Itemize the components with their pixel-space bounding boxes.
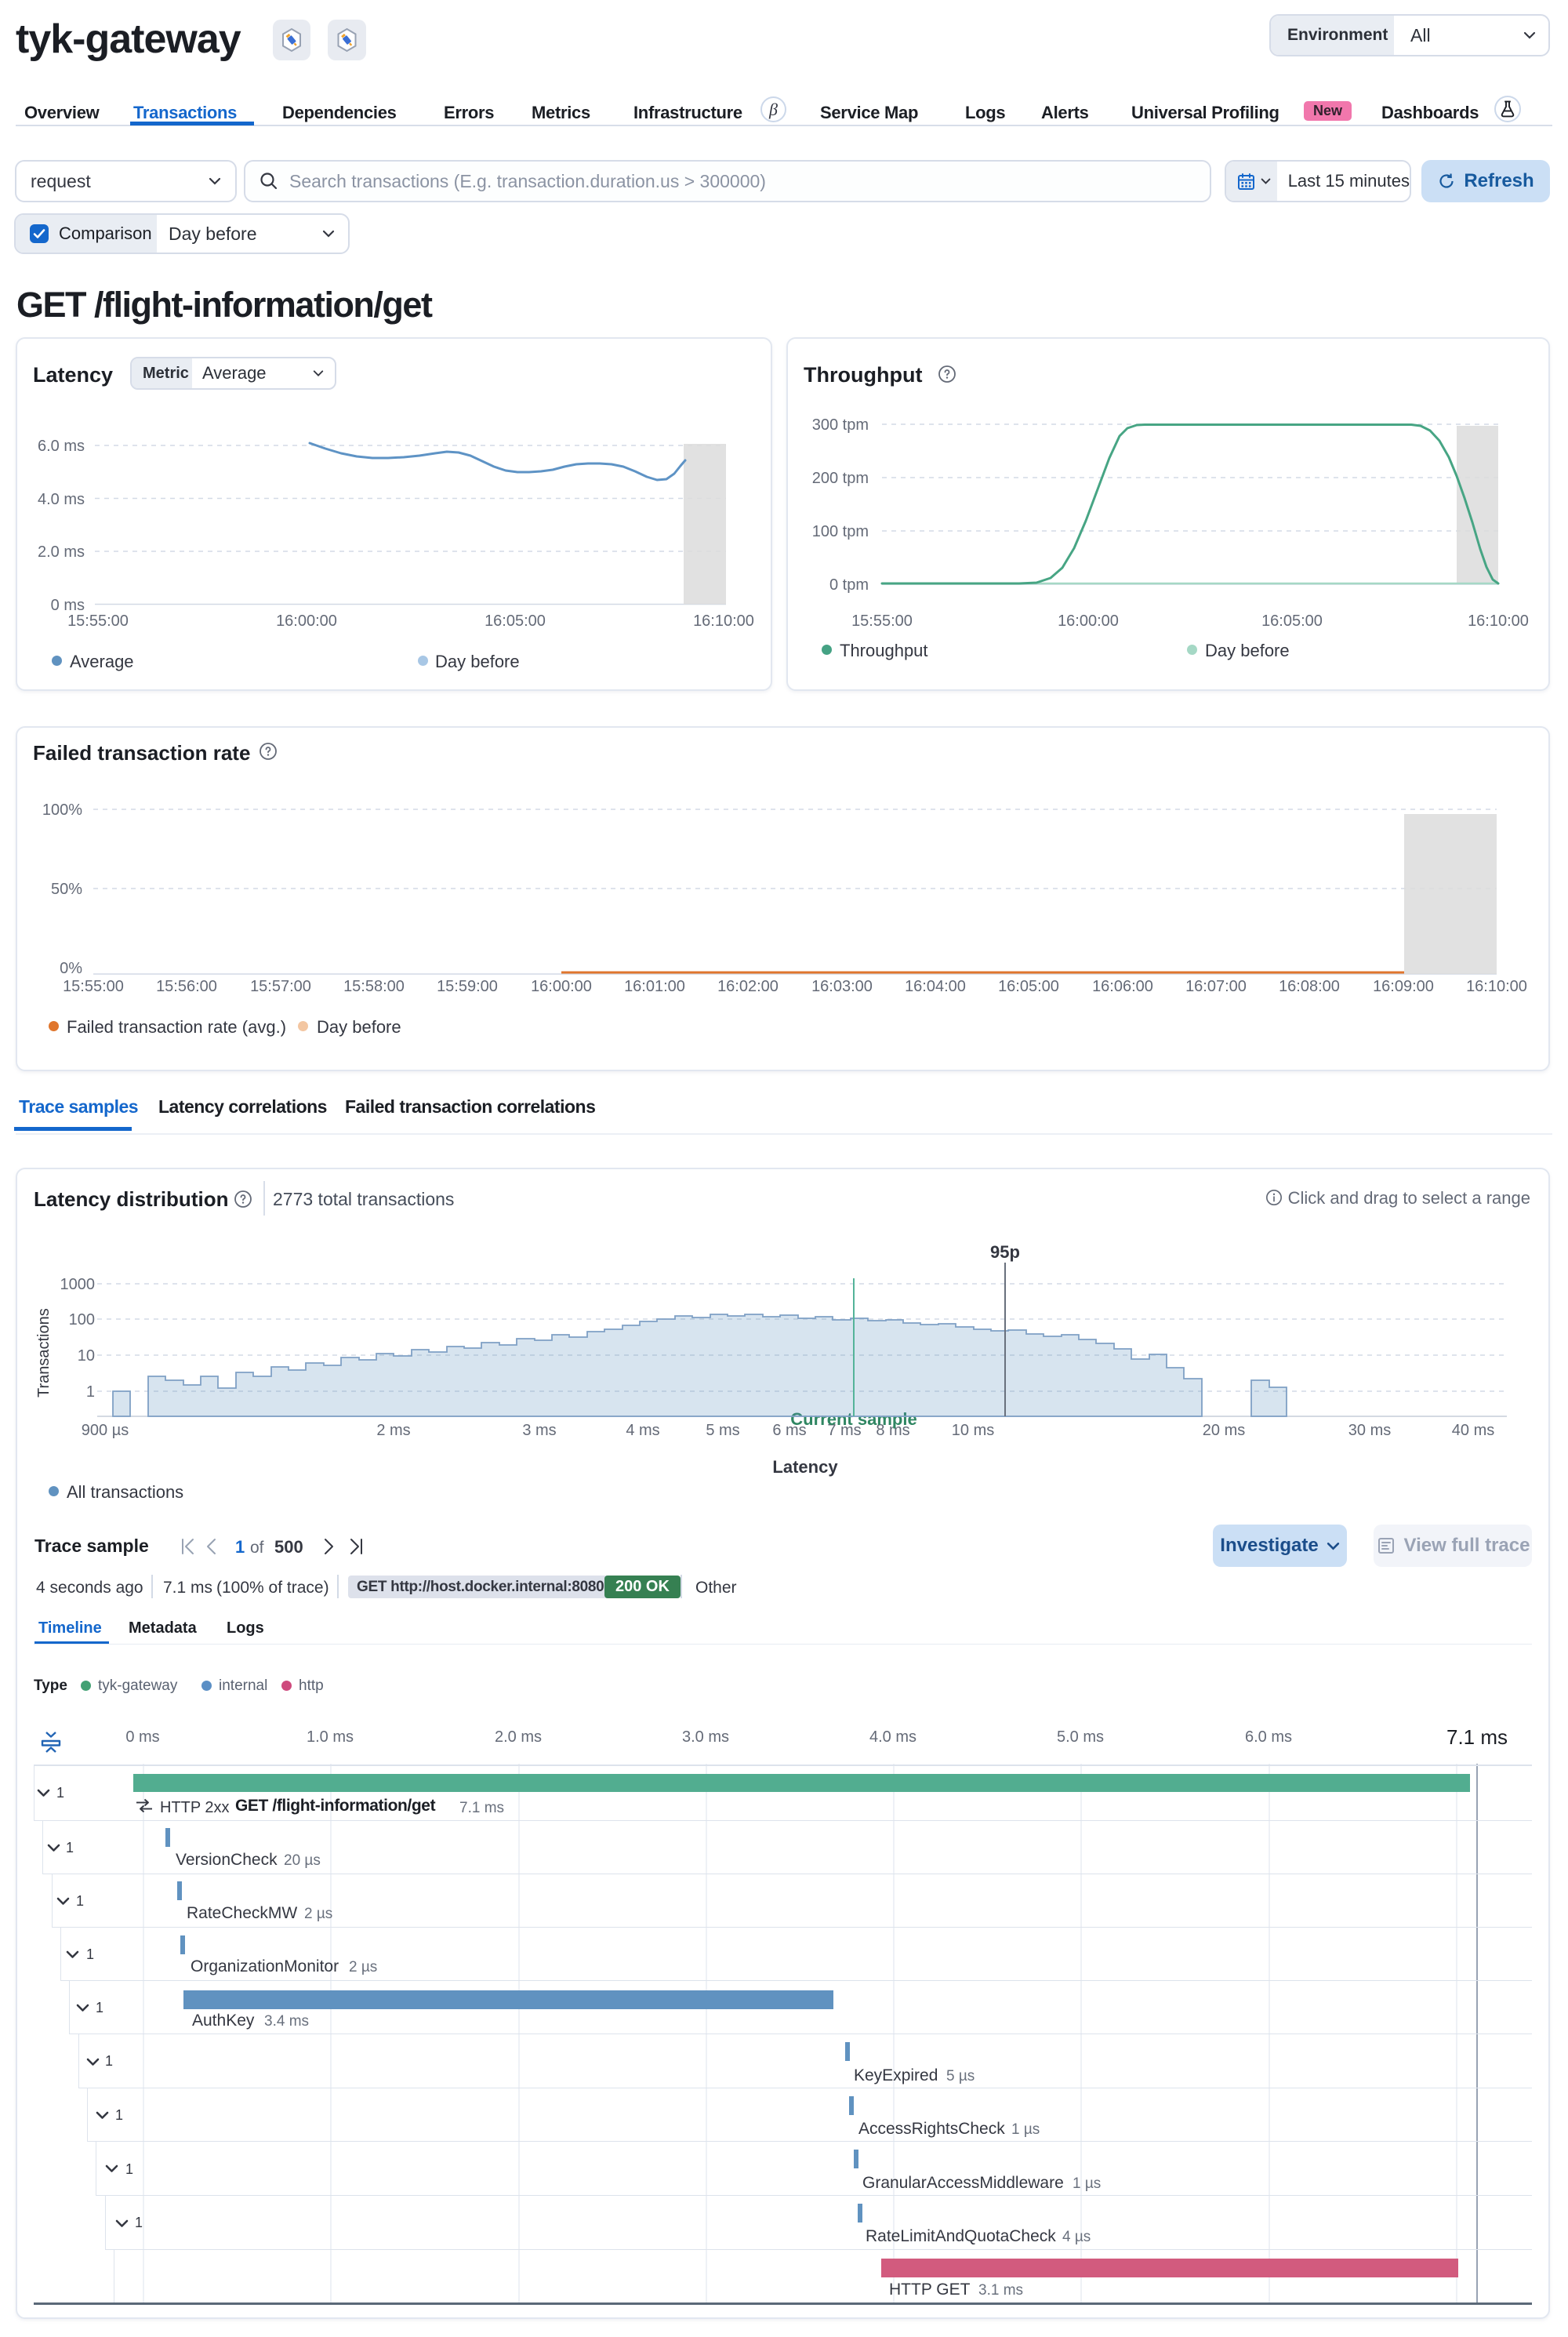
svg-text:500: 500 — [274, 1537, 303, 1557]
svg-text:1: 1 — [235, 1537, 245, 1557]
svg-text:of: of — [250, 1539, 264, 1557]
